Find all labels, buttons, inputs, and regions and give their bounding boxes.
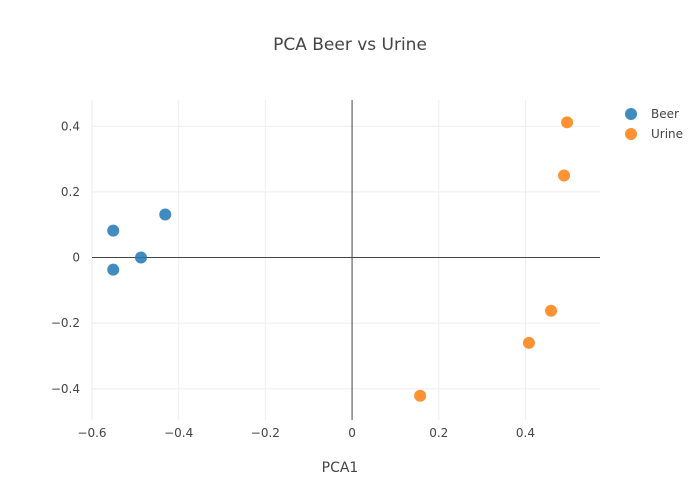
urine-point bbox=[545, 304, 558, 317]
legend-label-urine: Urine bbox=[651, 127, 683, 141]
y-tick-label: 0 bbox=[72, 251, 80, 265]
x-tick-label: −0.2 bbox=[251, 426, 280, 440]
chart-title: PCA Beer vs Urine bbox=[273, 35, 427, 55]
beer-point bbox=[107, 263, 120, 276]
legend-marker-urine bbox=[625, 128, 637, 140]
beer-point bbox=[107, 224, 120, 237]
legend-marker-beer bbox=[625, 108, 637, 120]
y-tick-label: −0.2 bbox=[51, 316, 80, 330]
x-tick-label: −0.4 bbox=[164, 426, 193, 440]
y-tick-label: 0.4 bbox=[61, 119, 80, 133]
y-tick-label: 0.2 bbox=[61, 185, 80, 199]
x-tick-label: 0 bbox=[348, 426, 356, 440]
urine-point bbox=[522, 336, 535, 349]
urine-point bbox=[414, 389, 427, 402]
x-tick-label: 0.4 bbox=[516, 426, 535, 440]
legend-label-beer: Beer bbox=[651, 107, 679, 121]
x-tick-label: −0.6 bbox=[77, 426, 106, 440]
x-axis-label: PCA1 bbox=[322, 460, 359, 476]
y-tick-label: −0.4 bbox=[51, 382, 80, 396]
beer-point bbox=[134, 251, 147, 264]
urine-point bbox=[558, 169, 571, 182]
urine-point bbox=[561, 116, 574, 129]
beer-point bbox=[159, 208, 172, 221]
x-tick-label: 0.2 bbox=[429, 426, 448, 440]
